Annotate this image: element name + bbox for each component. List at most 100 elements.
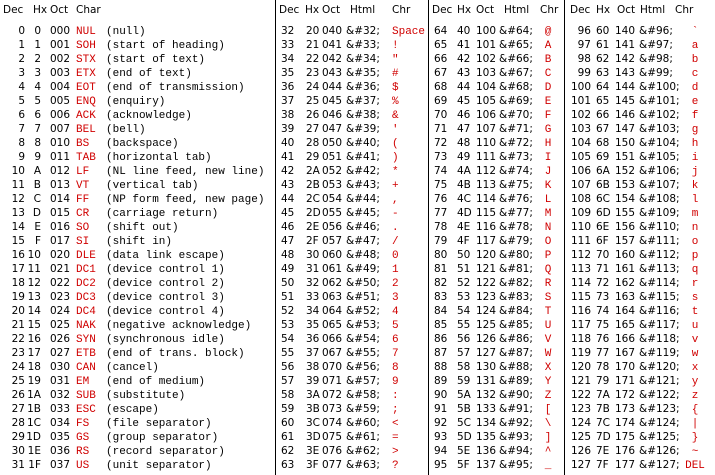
oct-cell: 101 — [476, 39, 496, 51]
chr-cell: G — [545, 124, 552, 136]
dec-cell: 60 — [281, 417, 294, 429]
column-header: Hx — [596, 4, 610, 16]
hex-cell: 63 — [596, 67, 609, 79]
description-cell: (file separator) — [106, 418, 212, 430]
oct-cell: 033 — [50, 403, 70, 415]
dec-cell: 48 — [281, 249, 294, 261]
hex-cell: 5D — [457, 431, 472, 443]
dec-cell: 126 — [571, 445, 591, 457]
oct-cell: 157 — [615, 235, 635, 247]
html-cell: &#54; — [346, 333, 380, 345]
char-cell: VT — [76, 180, 90, 192]
chr-cell: / — [392, 236, 399, 248]
hex-cell: 2F — [306, 235, 319, 247]
oct-cell: 026 — [50, 333, 70, 345]
dec-cell: 26 — [12, 389, 26, 401]
dec-cell: 95 — [434, 459, 447, 471]
dec-cell: 108 — [571, 193, 591, 205]
dec-cell: 71 — [434, 123, 447, 135]
oct-cell: 175 — [615, 431, 635, 443]
chr-cell: B — [545, 54, 552, 66]
hex-cell: 60 — [596, 25, 609, 37]
dec-cell: 106 — [571, 165, 591, 177]
html-cell: &#74; — [499, 165, 533, 177]
oct-cell: 131 — [476, 375, 496, 387]
oct-cell: 036 — [50, 445, 70, 457]
char-cell: NUL — [76, 26, 96, 38]
hex-cell: 25 — [306, 95, 319, 107]
oct-cell: 115 — [476, 207, 496, 219]
hex-cell: A — [34, 165, 42, 177]
hex-cell: 58 — [457, 361, 470, 373]
html-cell: &#112; — [639, 249, 680, 261]
chr-cell: O — [545, 236, 552, 248]
html-cell: &#40; — [346, 137, 380, 149]
oct-cell: 040 — [322, 25, 342, 37]
chr-cell: DEL — [685, 460, 705, 472]
dec-cell: 49 — [281, 263, 294, 275]
description-cell: (device control 1) — [106, 264, 225, 276]
hex-cell: 32 — [306, 277, 319, 289]
oct-cell: 172 — [615, 389, 635, 401]
dec-cell: 40 — [281, 137, 294, 149]
hex-cell: 5F — [457, 459, 470, 471]
html-cell: &#70; — [499, 109, 533, 121]
chr-cell: W — [545, 348, 552, 360]
html-cell: &#92; — [499, 417, 533, 429]
oct-cell: 144 — [615, 81, 635, 93]
dec-cell: 59 — [281, 403, 294, 415]
description-cell: (shift out) — [106, 222, 179, 234]
chr-cell: b — [692, 54, 699, 66]
hex-cell: 68 — [596, 137, 609, 149]
html-cell: &#108; — [639, 193, 680, 205]
html-cell: &#76; — [499, 193, 533, 205]
description-cell: (end of transmission) — [106, 82, 245, 94]
oct-cell: 043 — [322, 67, 342, 79]
oct-cell: 140 — [615, 25, 635, 37]
oct-cell: 030 — [50, 361, 70, 373]
dec-cell: 11 — [12, 179, 25, 191]
chr-cell: t — [692, 306, 699, 318]
char-cell: LF — [76, 166, 89, 178]
html-cell: &#89; — [499, 375, 533, 387]
oct-cell: 061 — [322, 263, 342, 275]
oct-cell: 142 — [615, 53, 635, 65]
hex-cell: 6C — [596, 193, 610, 205]
dec-cell: 45 — [281, 207, 294, 219]
oct-cell: 124 — [476, 305, 496, 317]
chr-cell: * — [392, 166, 399, 178]
chr-cell: D — [545, 82, 552, 94]
hex-cell: 17 — [28, 347, 41, 359]
char-cell: SO — [76, 222, 90, 234]
chr-cell: k — [692, 180, 699, 192]
chr-cell: $ — [392, 82, 399, 94]
oct-cell: 102 — [476, 53, 496, 65]
hex-cell: 2 — [34, 53, 41, 65]
oct-cell: 015 — [50, 207, 70, 219]
chr-cell: g — [692, 124, 699, 136]
oct-cell: 006 — [50, 109, 70, 121]
hex-cell: 41 — [457, 39, 470, 51]
hex-cell: 5C — [457, 417, 471, 429]
dec-cell: 115 — [571, 291, 591, 303]
hex-cell: 64 — [596, 81, 610, 93]
dec-cell: 24 — [12, 361, 26, 373]
oct-cell: 167 — [615, 347, 635, 359]
hex-cell: 10 — [28, 249, 41, 261]
chr-cell: c — [692, 68, 699, 80]
chr-cell: { — [692, 404, 699, 416]
oct-cell: 164 — [615, 305, 635, 317]
hex-cell: 27 — [306, 123, 319, 135]
dec-cell: 100 — [571, 81, 591, 93]
hex-cell: 1B — [27, 403, 41, 415]
dec-cell: 35 — [281, 67, 294, 79]
html-cell: &#33; — [346, 39, 380, 51]
dec-cell: 111 — [571, 235, 591, 247]
hex-cell: 75 — [596, 319, 609, 331]
chr-cell: ] — [545, 432, 552, 444]
html-cell: &#56; — [346, 361, 380, 373]
chr-cell: A — [545, 40, 552, 52]
oct-cell: 105 — [476, 95, 496, 107]
oct-cell: 137 — [476, 459, 496, 471]
char-cell: US — [76, 460, 90, 472]
